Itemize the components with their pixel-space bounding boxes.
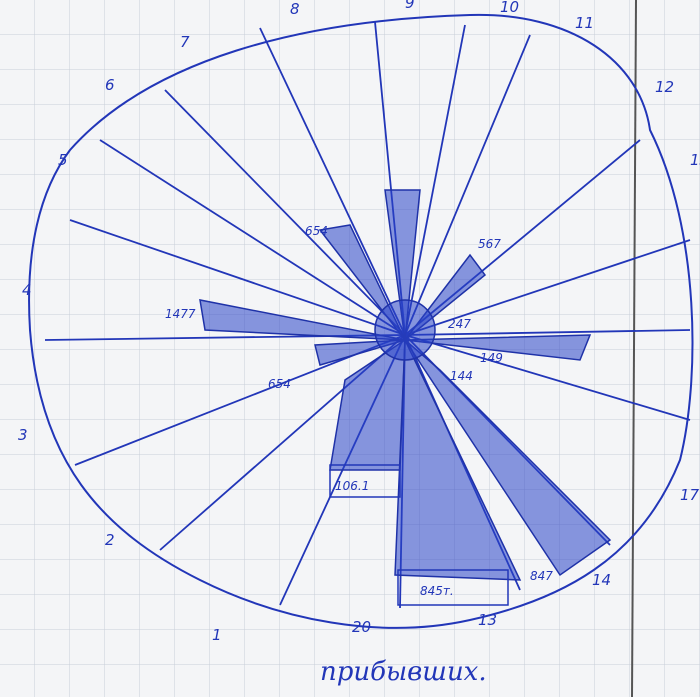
value-note: 845т. [420, 584, 454, 598]
spoke [404, 24, 466, 336]
value-note: 847 [530, 569, 553, 583]
value-note: 106.1 [335, 479, 369, 493]
sector-label: 2 [105, 531, 115, 549]
spoke [404, 34, 531, 336]
sector-label: 9 [405, 0, 415, 12]
wedge [394, 339, 522, 581]
filled-wedges [199, 189, 612, 581]
wedge [404, 334, 592, 361]
sector-label: 7 [180, 33, 190, 51]
margin-line [631, 0, 637, 697]
sector-label: 14 [592, 571, 611, 589]
value-note: 144 [450, 369, 473, 383]
sector-label: 6 [105, 76, 115, 94]
label-box [397, 569, 509, 606]
sector-label: 3 [18, 426, 28, 444]
label-box [329, 464, 401, 498]
sector-label: 11 [575, 14, 594, 32]
sector-label: 1 [212, 626, 222, 644]
hub [374, 299, 436, 361]
sector-label: 10 [500, 0, 519, 16]
rim [28, 13, 694, 629]
sector-label: 13 [478, 611, 497, 629]
wedge [199, 299, 406, 341]
value-note: 654 [268, 377, 291, 391]
spoke [69, 219, 406, 336]
value-note: 567 [478, 237, 501, 251]
spoke [404, 239, 691, 336]
sector-label: 8 [290, 0, 300, 18]
value-note: 247 [448, 317, 471, 331]
wedge [384, 189, 421, 341]
value-note: 654 [305, 224, 328, 238]
sector-label: 17 [680, 486, 700, 504]
sector-label: 12 [655, 78, 674, 96]
spoke [404, 334, 691, 421]
wedge [404, 339, 612, 577]
value-notes: 1477 654 567 247 149 144 654 106.1 845т. 847 [165, 224, 553, 598]
sector-labels: 8910111213171413201234567 [18, 0, 700, 644]
caption: прибывших. [320, 657, 487, 687]
sector-label: 20 [352, 618, 371, 636]
sector-label: 5 [58, 151, 68, 169]
sector-label: 13 [690, 151, 700, 169]
spoke [404, 329, 691, 336]
value-note: 1477 [165, 307, 196, 321]
spoke [164, 89, 406, 336]
value-note: 149 [480, 351, 503, 365]
sector-label: 4 [22, 281, 32, 299]
spoke [99, 139, 406, 336]
spoke [259, 27, 406, 336]
